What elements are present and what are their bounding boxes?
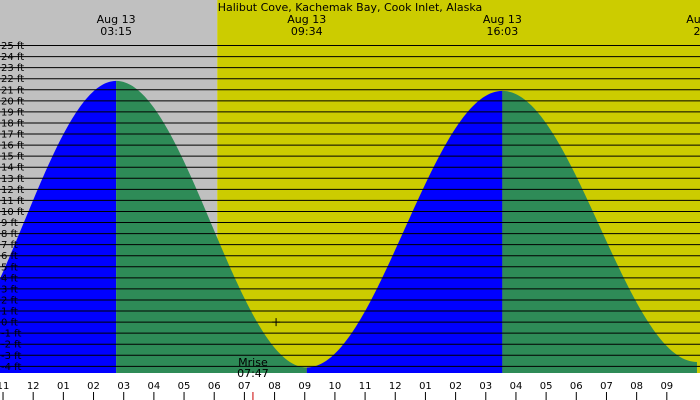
x-tick-label: 04 [510, 381, 523, 392]
header-event-time: 09:34 [291, 25, 323, 38]
x-tick-label: 06 [570, 381, 583, 392]
x-tick-label: 12 [27, 381, 40, 392]
y-tick-label: 2 ft [1, 295, 18, 306]
x-tick-label: 02 [87, 381, 100, 392]
y-tick-label: 5 ft [1, 262, 18, 273]
x-tick-label: 01 [57, 381, 70, 392]
x-tick-label: 07 [238, 381, 251, 392]
header-event-date: Aug 13 [483, 13, 522, 26]
tide-area-layer [0, 80, 697, 374]
moonrise-label: Mrise [238, 356, 268, 369]
y-tick-label: 13 ft [1, 174, 24, 185]
y-tick-label: 11 ft [1, 196, 24, 207]
y-tick-label: 19 ft [1, 107, 24, 118]
y-tick-label: 15 ft [1, 152, 24, 163]
x-tick-label: 09 [660, 381, 673, 392]
x-tick-label: 03 [479, 381, 492, 392]
header-event-date: Aug 13 [97, 13, 136, 26]
x-tick-label: 09 [298, 381, 311, 392]
y-tick-label: 6 ft [1, 251, 18, 262]
y-tick-label: 18 ft [1, 118, 24, 129]
y-tick-label: 21 ft [1, 85, 24, 96]
x-tick-label: 06 [208, 381, 221, 392]
x-tick-label: 11 [359, 381, 372, 392]
y-tick-label: -1 ft [1, 329, 21, 340]
header-event-time: 16:03 [487, 25, 519, 38]
marker-layer [272, 318, 281, 327]
y-tick-label: 22 ft [1, 74, 24, 85]
falling-tide-area [502, 90, 697, 373]
y-tick-label: 9 ft [1, 218, 18, 229]
chart-title: Halibut Cove, Kachemak Bay, Cook Inlet, … [218, 1, 483, 14]
x-tick-label: 03 [117, 381, 130, 392]
rising-tide-area [306, 90, 503, 373]
y-tick-label: -2 ft [1, 340, 21, 351]
y-tick-label: 1 ft [1, 307, 18, 318]
y-tick-label: -3 ft [1, 351, 21, 362]
y-tick-label: 0 ft [1, 318, 18, 329]
y-tick-label: 8 ft [1, 229, 18, 240]
y-tick-label: -4 ft [1, 362, 21, 373]
x-tick-label: 05 [178, 381, 191, 392]
y-tick-label: 23 ft [1, 63, 24, 74]
x-tick-label: 01 [419, 381, 432, 392]
header-event-time: 2 [693, 25, 700, 38]
y-tick-label: 25 ft [1, 41, 24, 52]
x-tick-label: 08 [630, 381, 643, 392]
grid-layer [0, 45, 700, 367]
header-event-date: Aug 13 [287, 13, 326, 26]
crosshair-marker [272, 318, 281, 327]
x-tick-label: 11 [0, 381, 9, 392]
x-tick-label: 12 [389, 381, 402, 392]
y-tick-label: 24 ft [1, 52, 24, 63]
header-event-date: Aug [686, 13, 700, 26]
x-tick-label: 02 [449, 381, 462, 392]
y-tick-label: 4 ft [1, 273, 18, 284]
y-tick-label: 3 ft [1, 284, 18, 295]
x-tick-label: 10 [329, 381, 342, 392]
x-tick-label: 04 [148, 381, 161, 392]
header-event-time: 03:15 [100, 25, 132, 38]
axis-layer: -4 ft-3 ft-2 ft-1 ft0 ft1 ft2 ft3 ft4 ft… [0, 41, 673, 400]
y-tick-label: 17 ft [1, 130, 24, 141]
y-tick-label: 12 ft [1, 185, 24, 196]
moonrise-time: 07:47 [237, 367, 269, 380]
y-tick-label: 16 ft [1, 141, 24, 152]
y-tick-label: 10 ft [1, 207, 24, 218]
y-tick-label: 20 ft [1, 96, 24, 107]
y-tick-label: 7 ft [1, 240, 18, 251]
y-tick-label: 14 ft [1, 163, 24, 174]
x-tick-label: 05 [540, 381, 553, 392]
x-tick-label: 08 [268, 381, 281, 392]
x-tick-label: 07 [600, 381, 613, 392]
